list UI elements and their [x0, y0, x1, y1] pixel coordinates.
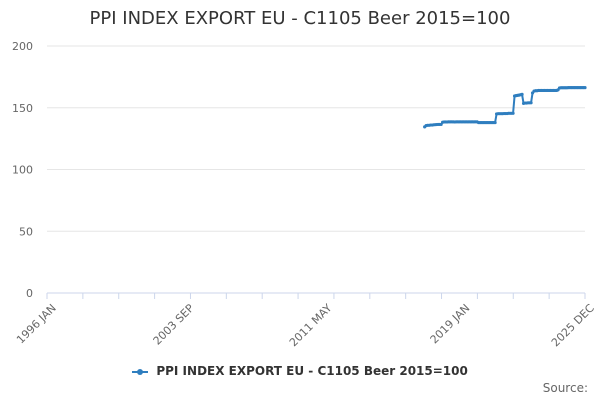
y-tick-label: 50: [19, 225, 33, 238]
legend[interactable]: PPI INDEX EXPORT EU - C1105 Beer 2015=10…: [0, 364, 600, 378]
legend-swatch-icon: [132, 367, 149, 377]
legend-label: PPI INDEX EXPORT EU - C1105 Beer 2015=10…: [156, 364, 468, 378]
chart-title: PPI INDEX EXPORT EU - C1105 Beer 2015=10…: [89, 8, 511, 29]
x-tick-label: 2019 JAN: [428, 302, 473, 347]
y-tick-label: 150: [12, 102, 33, 115]
legend-swatch-dot: [137, 368, 144, 375]
y-tick-label: 200: [12, 40, 33, 53]
data-point: [520, 92, 524, 97]
data-point: [493, 120, 497, 125]
data-point: [511, 111, 515, 115]
x-tick-label: 2003 SEP: [151, 301, 197, 347]
y-tick-label: 100: [12, 164, 33, 177]
x-tick-label: 1996 JAN: [14, 302, 59, 347]
y-tick-label: 0: [26, 287, 33, 300]
data-point: [583, 86, 587, 90]
x-tick-label: 2011 MAY: [287, 301, 335, 349]
x-tick-label: 2025 DEC: [549, 301, 597, 349]
source-label: Source:: [542, 381, 588, 395]
data-point: [529, 101, 533, 105]
